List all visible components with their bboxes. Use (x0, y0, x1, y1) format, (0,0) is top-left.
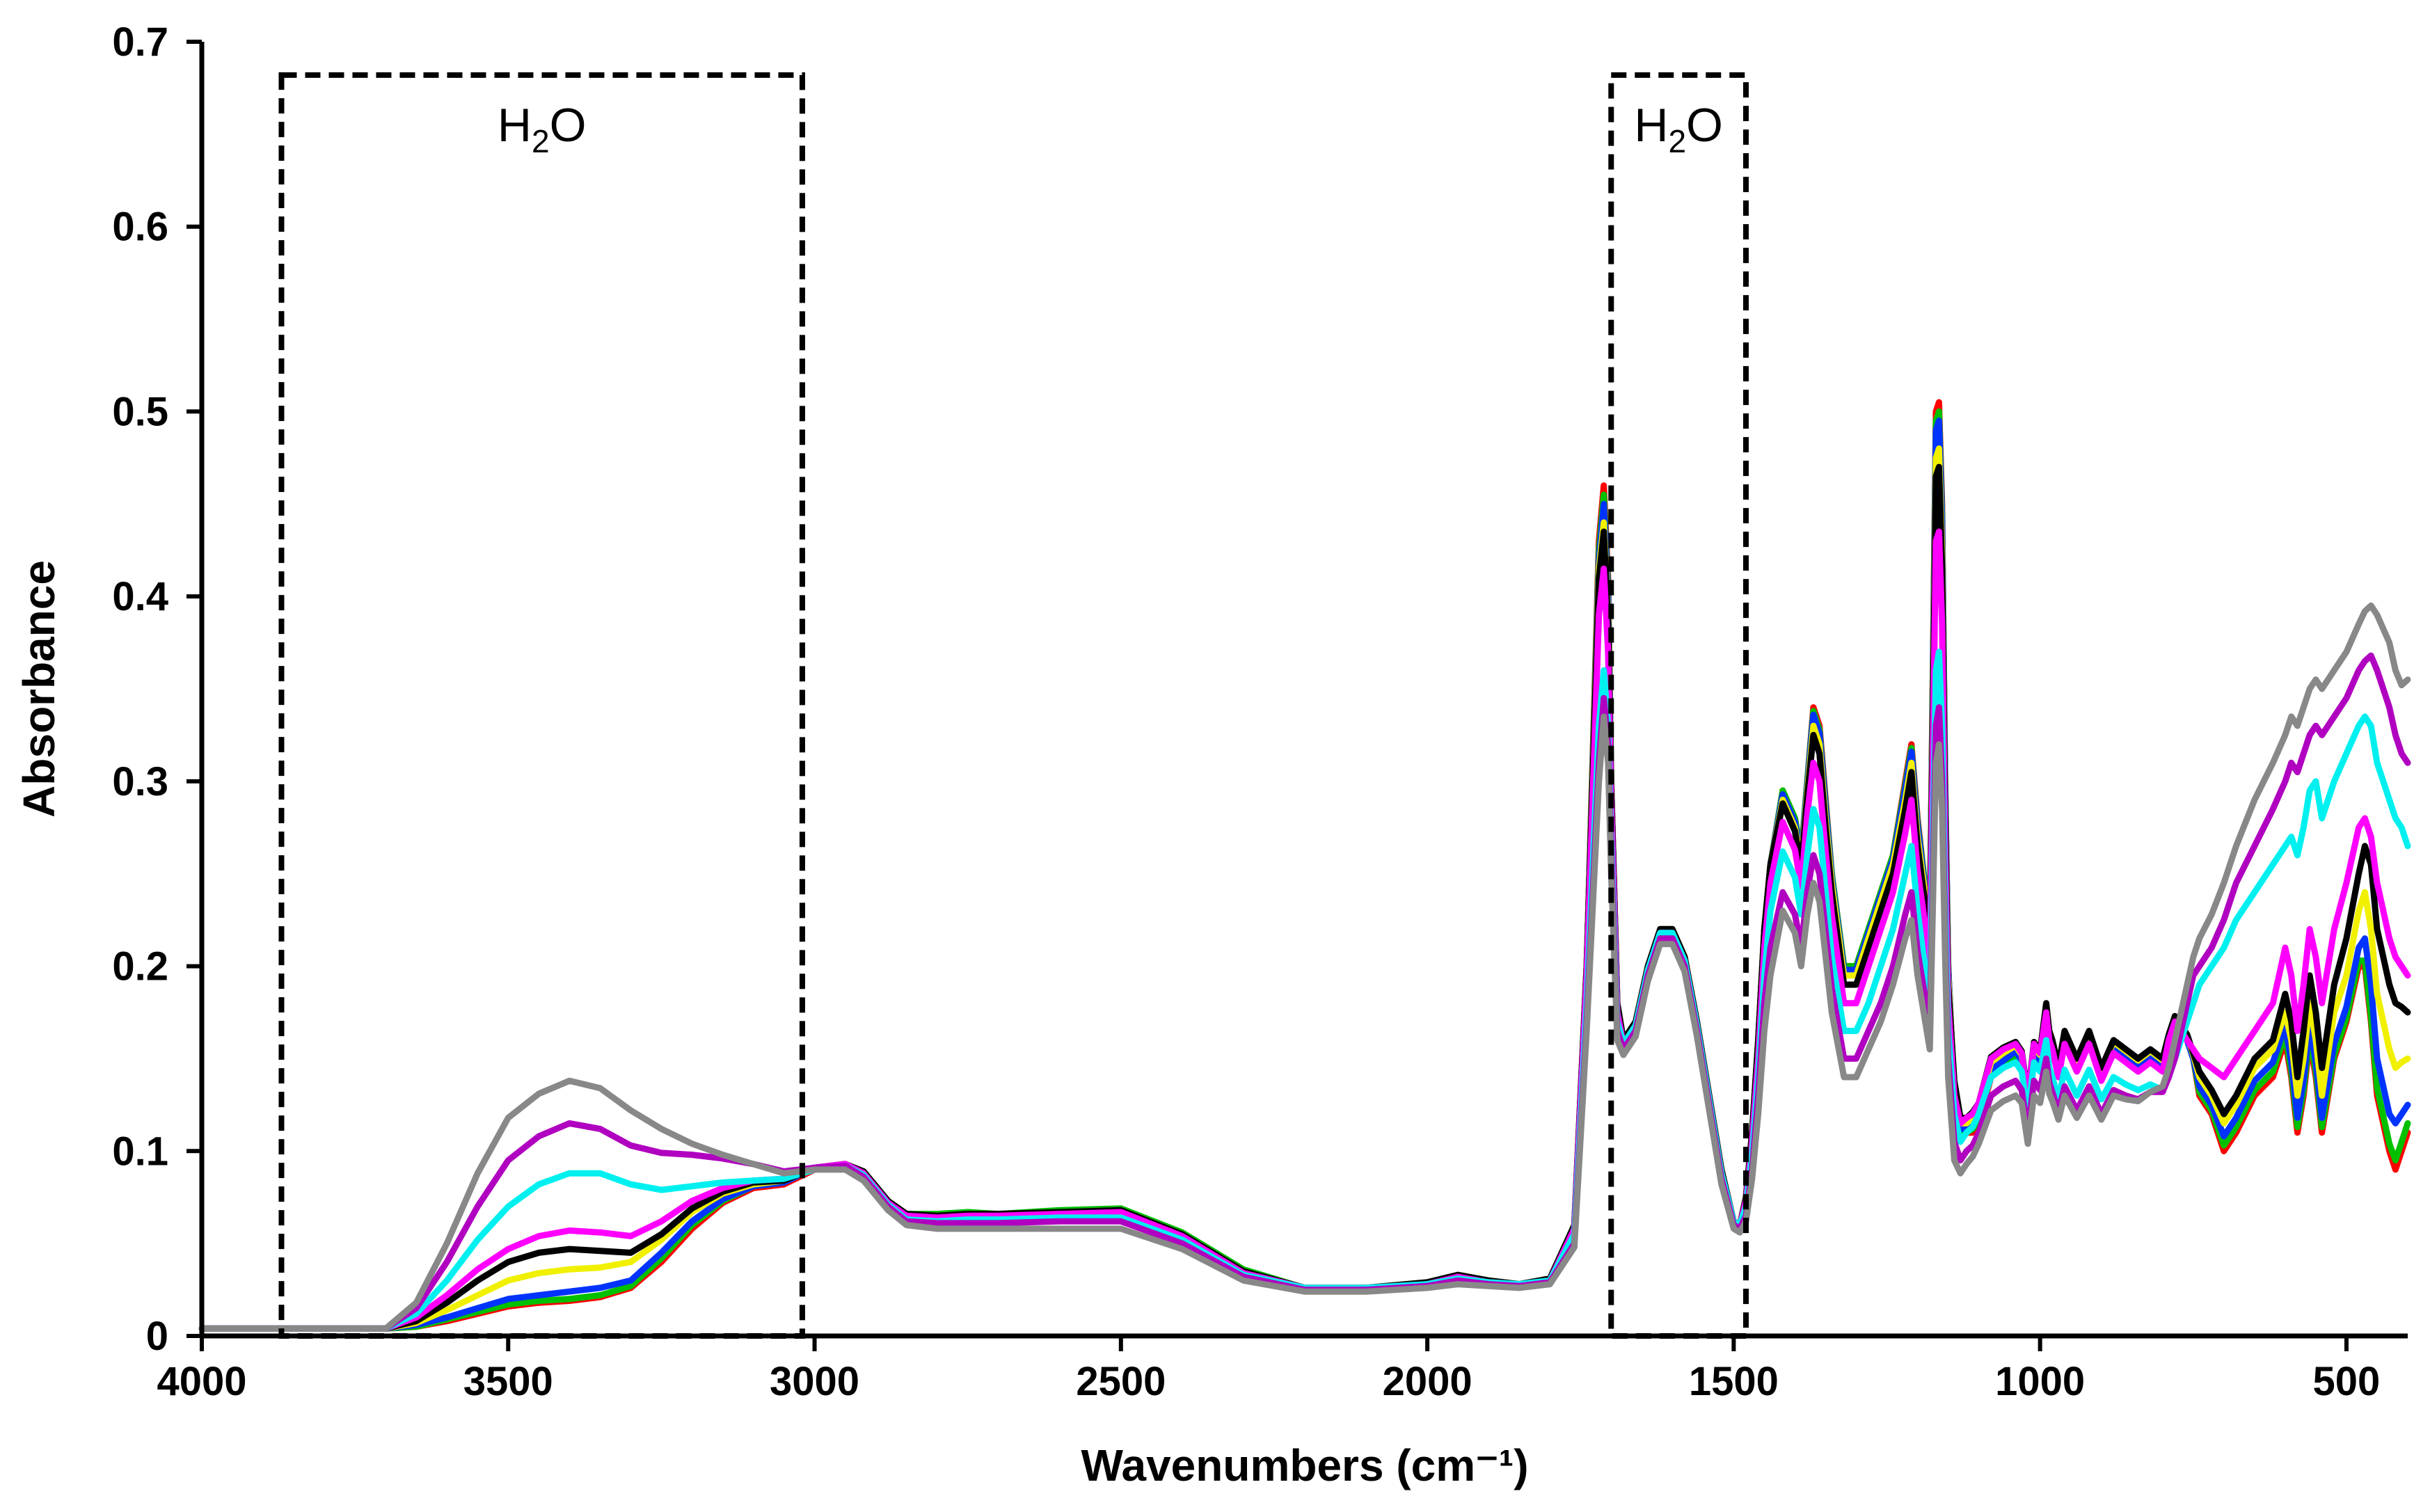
y-tick-label: 0.3 (112, 759, 168, 804)
series-line-yellow (198, 445, 2411, 1332)
y-tick-label: 0 (146, 1314, 168, 1359)
x-tick-label: 3000 (770, 1359, 859, 1404)
h2o-region-label-2: H2O (1634, 99, 1723, 159)
y-tick-label: 0.7 (112, 19, 168, 65)
h2o-region-boxes: H2O H2O (278, 72, 1749, 1339)
series-lines (198, 399, 2411, 1332)
y-tick-label: 0.2 (112, 944, 168, 989)
x-tick-label: 2000 (1383, 1359, 1472, 1404)
y-tick-label: 0.4 (112, 574, 168, 619)
series-line-black (198, 463, 2411, 1332)
series-line-purple (198, 652, 2411, 1332)
axes: 4000 3500 3000 2500 2000 1500 1000 500 00.10.20… (112, 19, 2408, 1404)
x-tick-label: 4000 (157, 1359, 246, 1404)
h2o-region-label-1: H2O (498, 99, 587, 159)
y-axis-ticks: 0 0.1 0.2 0.3 0.4 0.5 0.6 0.7 (112, 19, 202, 1359)
x-tick-label: 1500 (1689, 1359, 1779, 1404)
plot-area: H2O H2O (198, 72, 2411, 1339)
x-tick-label: 3500 (463, 1359, 553, 1404)
series-line-magenta (198, 528, 2411, 1332)
series-line-cyan (198, 648, 2411, 1332)
y-tick-label: 0.1 (112, 1129, 168, 1174)
x-axis-title: Wavenumbers (cm⁻¹) (1081, 1440, 1528, 1490)
y-tick-label: 0.6 (112, 205, 168, 250)
series-line-gray (198, 602, 2411, 1332)
y-tick-label: 0.5 (112, 389, 168, 434)
x-axis-ticks: 4000 3500 3000 2500 2000 1500 1000 500 (157, 1336, 2380, 1404)
x-tick-label: 2500 (1076, 1359, 1166, 1404)
y-axis-title: Absorbance (14, 560, 64, 818)
h2o-region-box-1 (278, 72, 805, 1339)
x-tick-label: 1000 (1995, 1359, 2085, 1404)
h2o-region-box-2 (1608, 72, 1749, 1339)
x-tick-label: 500 (2313, 1359, 2381, 1404)
